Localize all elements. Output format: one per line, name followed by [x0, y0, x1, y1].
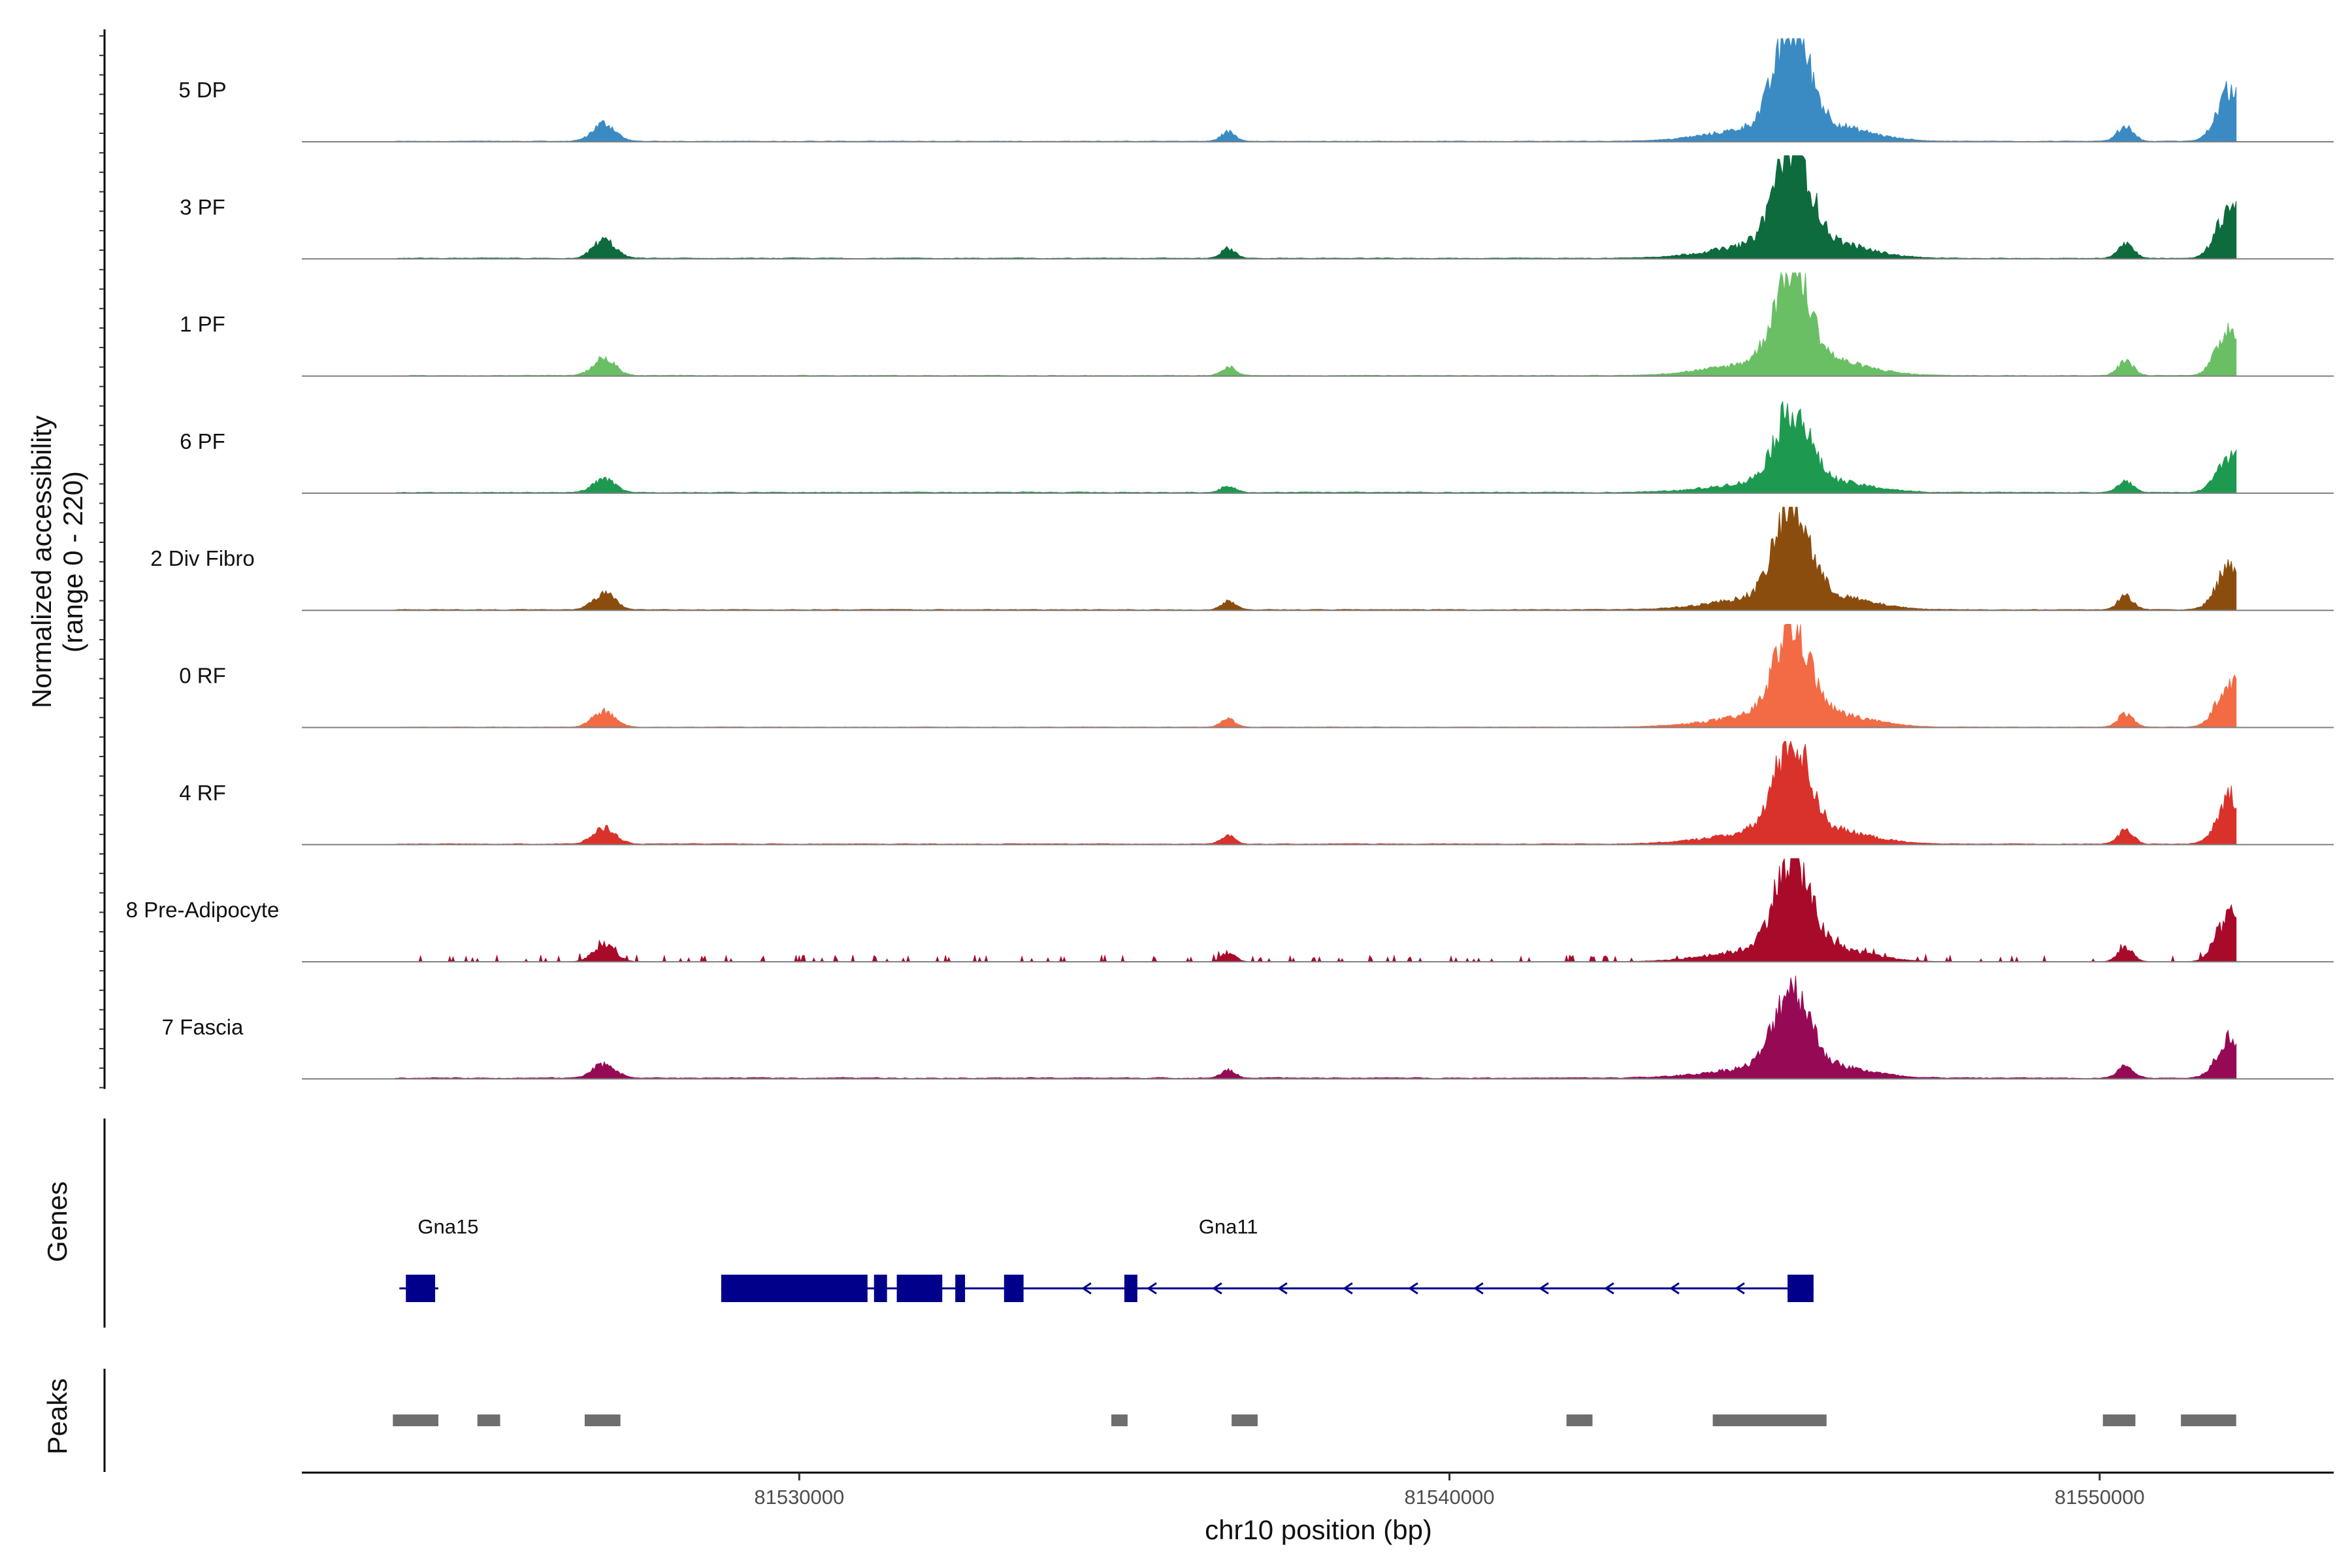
peak-region [584, 1414, 621, 1426]
strand-arrow-icon [1604, 1282, 1614, 1295]
y-axis-range-label: (range 0 - 220) [57, 471, 88, 653]
coverage-tracks: 5 DP 3 PF 1 PF 6 PF 2 Div Fibro 0 RF 4 RF 8 Pre… [126, 38, 2334, 1080]
peaks-panel-title: Peaks [42, 1379, 73, 1455]
gene-exon [1788, 1275, 1814, 1302]
gene-exon [896, 1275, 943, 1302]
track-7: 4 RF [179, 740, 2334, 845]
gene-label: Gna11 [1199, 1215, 1258, 1238]
strand-arrow-icon [1277, 1282, 1288, 1295]
x-tick-label: 81540000 [1405, 1486, 1495, 1509]
x-axis-title: chr10 position (bp) [1205, 1514, 1432, 1545]
strand-arrow-icon [1735, 1282, 1745, 1295]
track-label: 8 Pre-Adipocyte [126, 898, 280, 922]
track-1: 5 DP [178, 38, 2334, 142]
peak-region [2181, 1414, 2236, 1426]
strand-arrow-icon [1343, 1282, 1353, 1295]
gene-gna15: Gna15 [399, 1215, 478, 1302]
gene-exon [1124, 1275, 1137, 1302]
coverage-area [392, 506, 2237, 611]
gene-exon [955, 1275, 966, 1302]
track-label: 3 PF [180, 195, 225, 219]
peak-region [1712, 1414, 1827, 1426]
strand-arrow-icon [1473, 1282, 1484, 1295]
coverage-area [392, 271, 2237, 377]
strand-arrow-icon [1212, 1282, 1222, 1295]
track-6: 0 RF [179, 624, 2334, 728]
strand-arrow-icon [1147, 1282, 1157, 1295]
track-label: 2 Div Fibro [150, 546, 255, 570]
coverage-y-axis [99, 29, 106, 1089]
peak-region [1232, 1414, 1258, 1426]
gene-label: Gna15 [417, 1215, 478, 1238]
track-label: 4 RF [179, 781, 226, 805]
track-label: 0 RF [179, 664, 226, 688]
coverage-area [392, 38, 2237, 142]
gene-exon [1004, 1275, 1024, 1302]
peak-region [1566, 1414, 1593, 1426]
x-tick-label: 81530000 [754, 1486, 844, 1509]
coverage-area [393, 624, 2237, 728]
peaks-panel [103, 1369, 2236, 1472]
coverage-area [392, 155, 2237, 259]
strand-arrow-icon [1081, 1282, 1092, 1295]
track-3: 1 PF [180, 271, 2334, 377]
track-8: 8 Pre-Adipocyte [126, 858, 2334, 964]
track-label: 5 DP [178, 78, 226, 102]
gene-exon [406, 1275, 436, 1302]
track-label: 6 PF [180, 429, 225, 453]
track-9: 7 Fascia [162, 975, 2334, 1080]
coverage-area [392, 740, 2237, 845]
gene-exon [874, 1275, 887, 1302]
x-axis: 81530000 81540000 81550000 [302, 1471, 2334, 1509]
peak-region [1111, 1414, 1128, 1426]
strand-arrow-icon [1669, 1282, 1680, 1295]
genes-panel-title: Genes [42, 1181, 73, 1262]
gene-gna11: Gna11 [721, 1215, 1814, 1302]
peak-region [2102, 1414, 2136, 1426]
coverage-area [392, 975, 2237, 1079]
peak-region [393, 1414, 438, 1426]
track-2: 3 PF [180, 155, 2334, 260]
peak-region [477, 1414, 500, 1426]
track-label: 7 Fascia [162, 1015, 244, 1039]
coverage-area [392, 401, 2237, 494]
coverage-area [393, 858, 2237, 964]
gene-exon [721, 1275, 868, 1302]
track-5: 2 Div Fibro [150, 506, 2334, 612]
strand-arrow-icon [1539, 1282, 1549, 1295]
track-label: 1 PF [180, 312, 225, 336]
x-tick-label: 81550000 [2055, 1486, 2145, 1509]
track-4: 6 PF [180, 401, 2334, 494]
gene-annotation-panel: Gna15 Gna11 [103, 1119, 1814, 1328]
y-axis-title: Normalized accessibility [26, 416, 57, 708]
strand-arrow-icon [1408, 1282, 1418, 1295]
